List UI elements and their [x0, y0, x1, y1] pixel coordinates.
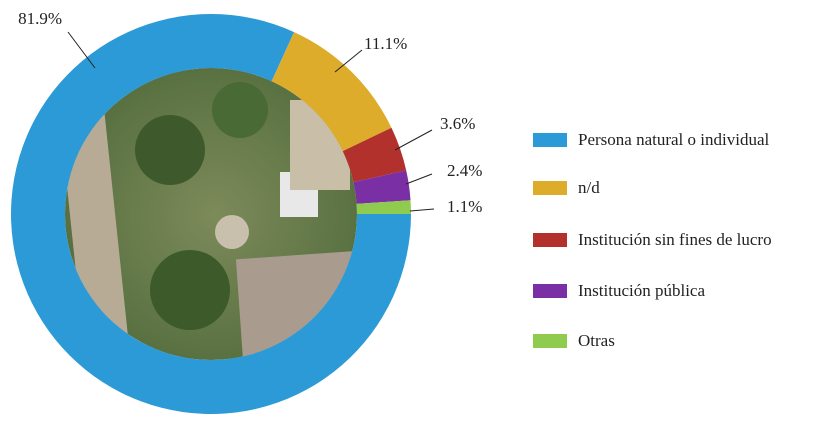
legend-label: Persona natural o individual: [578, 130, 769, 149]
donut-slice: [353, 170, 411, 204]
donut-slice: [271, 32, 392, 152]
data-label: 3.6%: [440, 114, 475, 133]
legend-swatch: [533, 133, 567, 147]
donut: [11, 13, 412, 414]
legend-label: Institución pública: [578, 281, 705, 300]
donut-slice: [342, 127, 407, 183]
donut-slice: [356, 200, 411, 214]
leader-line: [334, 49, 363, 73]
leader-line: [405, 173, 433, 185]
legend-label: Otras: [578, 331, 615, 350]
leader-line: [394, 129, 433, 151]
data-label: 1.1%: [447, 197, 482, 216]
data-label: 2.4%: [447, 161, 482, 180]
legend-label: n/d: [578, 178, 600, 197]
data-label: 11.1%: [364, 34, 407, 53]
legend-label: Institución sin fines de lucro: [578, 230, 772, 249]
legend-swatch: [533, 233, 567, 247]
legend-swatch: [533, 181, 567, 195]
legend-swatch: [533, 284, 567, 298]
data-label: 81.9%: [18, 9, 62, 28]
leader-line: [67, 31, 96, 69]
leader-line: [409, 208, 435, 212]
legend-swatch: [533, 334, 567, 348]
